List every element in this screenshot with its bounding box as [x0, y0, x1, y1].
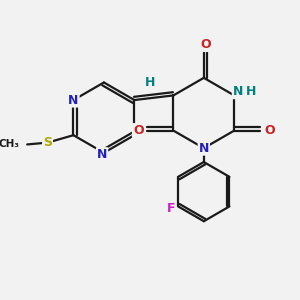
Text: F: F: [167, 202, 175, 215]
Text: N: N: [97, 148, 107, 161]
Text: N: N: [199, 142, 209, 154]
Text: H: H: [145, 76, 155, 89]
Text: N: N: [233, 85, 243, 98]
Text: CH₃: CH₃: [0, 140, 20, 149]
Text: O: O: [200, 38, 211, 51]
Text: O: O: [133, 124, 143, 137]
Text: O: O: [264, 124, 275, 137]
Text: N: N: [68, 94, 79, 106]
Text: S: S: [43, 136, 52, 149]
Text: H: H: [246, 85, 256, 98]
